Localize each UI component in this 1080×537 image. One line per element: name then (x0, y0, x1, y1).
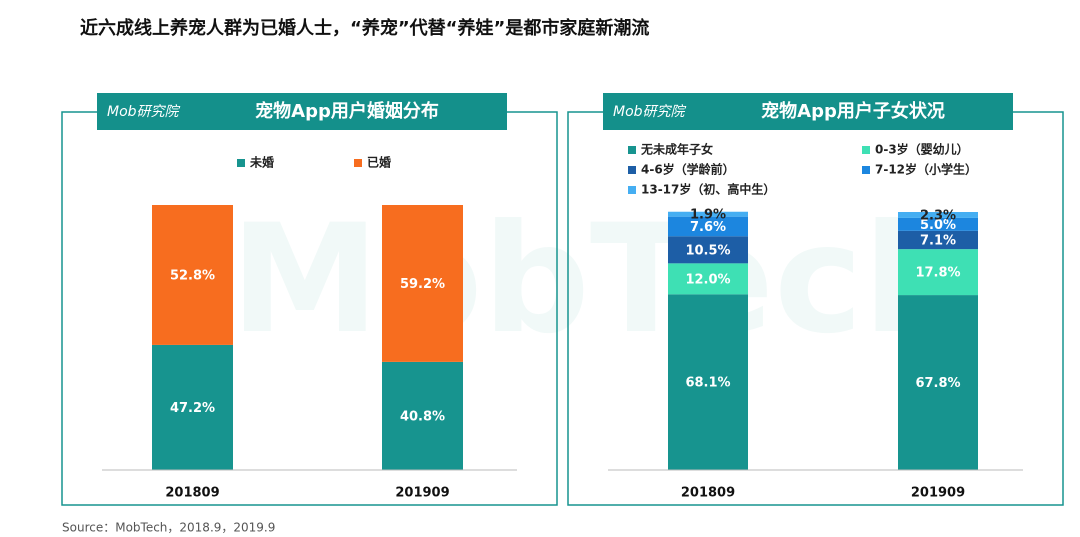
legend-swatch (862, 166, 870, 174)
bar-segment (382, 205, 463, 362)
value-label: 40.8% (400, 409, 445, 424)
bar-segment (152, 344, 233, 470)
value-label: 7.1% (920, 233, 956, 248)
value-label: 59.2% (400, 277, 445, 292)
x-tick-label: 201909 (911, 486, 965, 501)
value-label: 10.5% (685, 243, 730, 258)
legend-swatch (628, 166, 636, 174)
legend-label: 13-17岁（初、高中生） (641, 182, 775, 197)
bar-segment (668, 211, 748, 217)
legend-label: 0-3岁（婴幼儿） (875, 142, 969, 157)
chart-title: 宠物App用户婚姻分布 (255, 100, 439, 122)
x-tick-label: 201809 (165, 486, 219, 501)
bar-segment (898, 230, 978, 250)
value-label: 5.0% (920, 218, 956, 233)
x-tick-label: 201909 (395, 486, 449, 501)
legend-swatch (354, 159, 362, 167)
legend-label: 无未成年子女 (640, 142, 713, 157)
legend-swatch (862, 146, 870, 154)
legend-label: 4-6岁（学龄前） (641, 162, 735, 177)
bar-segment (898, 249, 978, 296)
brand: Mob研究院 (613, 104, 687, 120)
chart-title: 宠物App用户子女状况 (761, 100, 945, 122)
bar-segment (668, 263, 748, 295)
watermark: MobTech (230, 193, 970, 367)
bar-segment (898, 212, 978, 218)
legend-label: 未婚 (249, 155, 274, 170)
bar-segment (898, 217, 978, 231)
value-label: 1.9% (690, 208, 726, 223)
bar-segment (152, 205, 233, 345)
legend-label: 已婚 (367, 155, 391, 170)
value-label: 67.8% (915, 376, 960, 391)
value-label: 52.8% (170, 268, 215, 283)
legend-swatch (237, 159, 245, 167)
value-label: 17.8% (915, 266, 960, 281)
value-label: 2.3% (920, 208, 956, 223)
legend-swatch (628, 146, 636, 154)
slide-title: 近六成线上养宠人群为已婚人士，“养宠”代替“养娃”是都市家庭新潮流 (80, 17, 649, 39)
bar-segment (382, 361, 463, 470)
value-label: 47.2% (170, 401, 215, 416)
bar-segment (898, 295, 978, 470)
value-label: 7.6% (690, 220, 726, 235)
legend-swatch (628, 186, 636, 194)
source: Source：MobTech，2018.9，2019.9 (62, 521, 275, 535)
value-label: 12.0% (685, 272, 730, 287)
banner (603, 93, 1013, 130)
bar-segment (668, 236, 748, 264)
x-tick-label: 201809 (681, 486, 735, 501)
bar-segment (668, 294, 748, 470)
value-label: 68.1% (685, 376, 730, 391)
legend-label: 7-12岁（小学生） (875, 162, 977, 177)
banner (97, 93, 507, 130)
brand: Mob研究院 (107, 104, 181, 120)
bar-segment (668, 216, 748, 237)
